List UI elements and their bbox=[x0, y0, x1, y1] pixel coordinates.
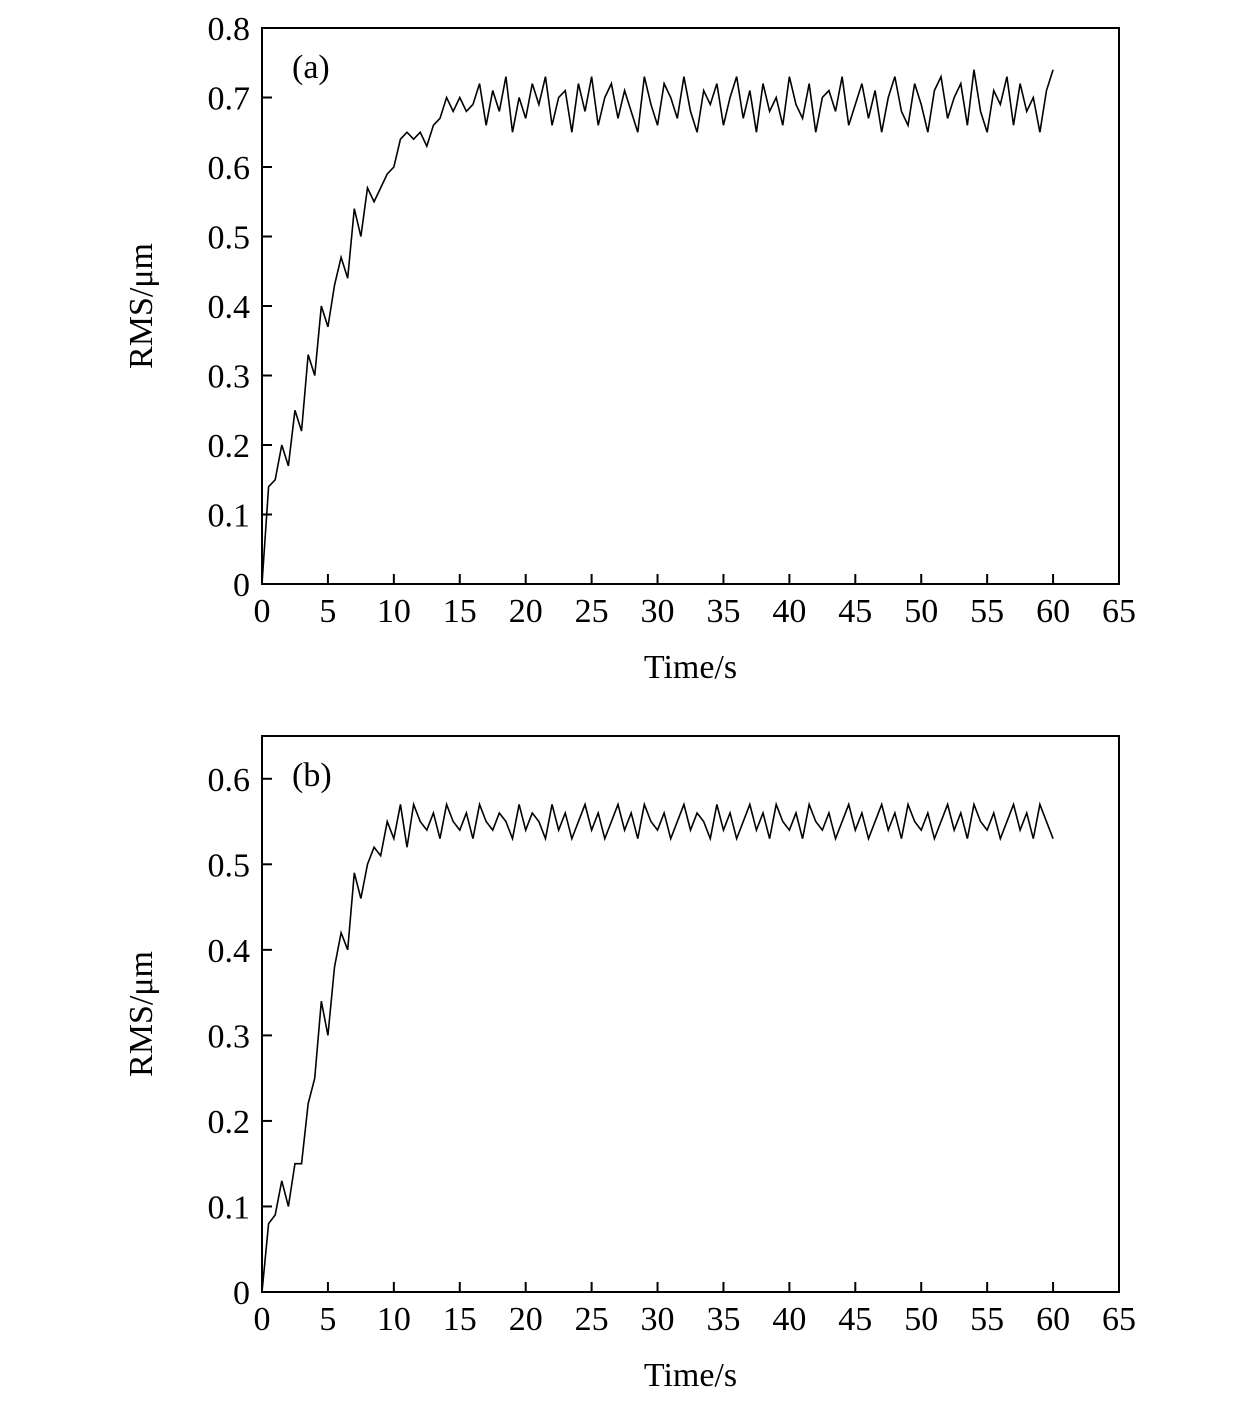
x-tick-label: 40 bbox=[772, 1301, 806, 1338]
data-line bbox=[261, 69, 1054, 585]
y-tick-label: 0.5 bbox=[208, 220, 251, 257]
panel-label: (b) bbox=[292, 757, 332, 794]
panel-label: (a) bbox=[292, 49, 330, 86]
x-tick-label: 35 bbox=[706, 1301, 740, 1338]
x-tick-label: 65 bbox=[1102, 593, 1136, 630]
y-tick-label: 0.1 bbox=[208, 498, 251, 535]
x-tick-label: 25 bbox=[575, 1301, 609, 1338]
y-tick-label: 0.3 bbox=[208, 1018, 251, 1055]
plot-frame bbox=[261, 735, 1120, 1293]
x-tick-label: 0 bbox=[254, 1301, 271, 1338]
x-tick-label: 60 bbox=[1036, 1301, 1070, 1338]
y-tick-label: 0.5 bbox=[208, 847, 251, 884]
y-tick-label: 0 bbox=[233, 1275, 250, 1312]
x-tick-label: 20 bbox=[509, 1301, 543, 1338]
y-axis-label: RMS/μm bbox=[123, 243, 160, 369]
x-tick-label: 5 bbox=[319, 593, 336, 630]
x-axis-label: Time/s bbox=[644, 1357, 737, 1394]
x-tick-label: 10 bbox=[377, 593, 411, 630]
x-tick-label: 20 bbox=[509, 593, 543, 630]
y-tick-label: 0.8 bbox=[208, 11, 251, 48]
x-tick-label: 35 bbox=[706, 593, 740, 630]
x-tick-label: 45 bbox=[838, 593, 872, 630]
y-tick-label: 0.7 bbox=[208, 81, 251, 118]
y-tick-label: 0.3 bbox=[208, 359, 251, 396]
x-tick-label: 45 bbox=[838, 1301, 872, 1338]
x-tick-label: 25 bbox=[575, 593, 609, 630]
y-tick-label: 0.6 bbox=[208, 150, 251, 187]
x-tick-label: 65 bbox=[1102, 1301, 1136, 1338]
x-tick-label: 30 bbox=[641, 593, 675, 630]
x-tick-label: 30 bbox=[641, 1301, 675, 1338]
y-tick-label: 0 bbox=[233, 567, 250, 604]
x-tick-label: 10 bbox=[377, 1301, 411, 1338]
x-tick-label: 15 bbox=[443, 1301, 477, 1338]
data-line bbox=[261, 801, 1054, 1293]
x-tick-label: 15 bbox=[443, 593, 477, 630]
y-tick-label: 0.2 bbox=[208, 428, 251, 465]
x-tick-label: 5 bbox=[319, 1301, 336, 1338]
y-tick-label: 0.2 bbox=[208, 1104, 251, 1141]
y-tick-label: 0.6 bbox=[208, 762, 251, 799]
x-tick-label: 60 bbox=[1036, 593, 1070, 630]
y-axis-label: RMS/μm bbox=[123, 951, 160, 1077]
y-tick-label: 0.4 bbox=[208, 289, 251, 326]
x-tick-label: 55 bbox=[970, 1301, 1004, 1338]
x-tick-label: 55 bbox=[970, 593, 1004, 630]
y-tick-label: 0.1 bbox=[208, 1189, 251, 1226]
x-axis-label: Time/s bbox=[644, 649, 737, 686]
x-tick-label: 40 bbox=[772, 593, 806, 630]
x-tick-label: 50 bbox=[904, 1301, 938, 1338]
x-tick-label: 50 bbox=[904, 593, 938, 630]
x-tick-label: 0 bbox=[254, 593, 271, 630]
y-tick-label: 0.4 bbox=[208, 933, 251, 970]
